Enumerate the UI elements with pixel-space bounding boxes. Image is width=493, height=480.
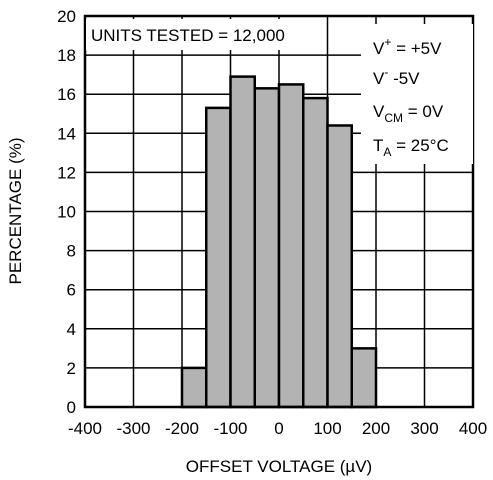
x-tick-label: -200 bbox=[165, 419, 199, 438]
conditions-box bbox=[361, 24, 473, 164]
units-tested-box bbox=[86, 19, 326, 50]
x-tick-labels: -400 -300 -200 -100 0 100 200 300 400 bbox=[68, 419, 487, 438]
plot-frame bbox=[83, 14, 475, 409]
y-tick-label: 18 bbox=[57, 46, 76, 65]
y-axis-title: PERCENTAGE (%) bbox=[6, 137, 25, 284]
vplus-main: V bbox=[373, 39, 385, 58]
vplus-sup: + bbox=[384, 35, 391, 49]
ta-rest: = 25°C bbox=[391, 136, 448, 155]
ta-sub: A bbox=[383, 145, 391, 159]
y-tick-label: 10 bbox=[57, 203, 76, 222]
y-tick-label: 12 bbox=[57, 163, 76, 182]
y-tick-label: 14 bbox=[57, 124, 76, 143]
x-tick-label: 300 bbox=[410, 419, 438, 438]
vcm-main: V bbox=[373, 102, 385, 121]
annotation-box: UNITS TESTED = 12,000 V+ = +5V V- -5V VC… bbox=[86, 19, 473, 164]
histogram-bar bbox=[302, 96, 329, 409]
ta-label: TA = 25°C bbox=[373, 136, 449, 159]
vcm-label: VCM = 0V bbox=[373, 102, 444, 125]
x-tick-label: 100 bbox=[313, 419, 341, 438]
y-tick-label: 20 bbox=[57, 7, 76, 26]
histogram-bar bbox=[205, 106, 232, 409]
vcm-rest: = 0V bbox=[403, 102, 444, 121]
units-tested-label: UNITS TESTED = 12,000 bbox=[91, 26, 285, 45]
y-tick-label: 16 bbox=[57, 85, 76, 104]
x-tick-label: -100 bbox=[213, 419, 247, 438]
x-tick-label: -400 bbox=[68, 419, 102, 438]
histogram-bar bbox=[253, 87, 281, 409]
vminus-label: V- -5V bbox=[373, 65, 420, 88]
x-tick-label: 400 bbox=[459, 419, 487, 438]
y-tick-label: 2 bbox=[67, 359, 76, 378]
histogram-bar bbox=[350, 347, 378, 409]
vcm-sub: CM bbox=[384, 111, 403, 125]
y-tick-label: 8 bbox=[67, 242, 76, 261]
ta-main: T bbox=[373, 136, 383, 155]
x-tick-label: 200 bbox=[362, 419, 390, 438]
vminus-rest: -5V bbox=[388, 69, 420, 88]
vminus-sup: - bbox=[384, 65, 388, 79]
histogram-bar bbox=[180, 366, 208, 409]
x-axis-title: OFFSET VOLTAGE (µV) bbox=[186, 457, 372, 476]
y-tick-label: 4 bbox=[67, 320, 76, 339]
histogram-bar bbox=[229, 75, 256, 409]
x-tick-label: 0 bbox=[274, 419, 283, 438]
vplus-rest: = +5V bbox=[391, 39, 442, 58]
y-tick-label: 0 bbox=[67, 398, 76, 417]
y-tick-labels: 0 2 4 6 8 10 12 14 16 18 20 bbox=[57, 7, 76, 417]
bars bbox=[180, 75, 378, 409]
vminus-main: V bbox=[373, 69, 385, 88]
x-tick-label: -300 bbox=[116, 419, 150, 438]
vplus-label: V+ = +5V bbox=[373, 35, 442, 58]
y-tick-label: 6 bbox=[67, 281, 76, 300]
histogram-bar bbox=[326, 124, 353, 409]
histogram-bar bbox=[277, 83, 305, 409]
